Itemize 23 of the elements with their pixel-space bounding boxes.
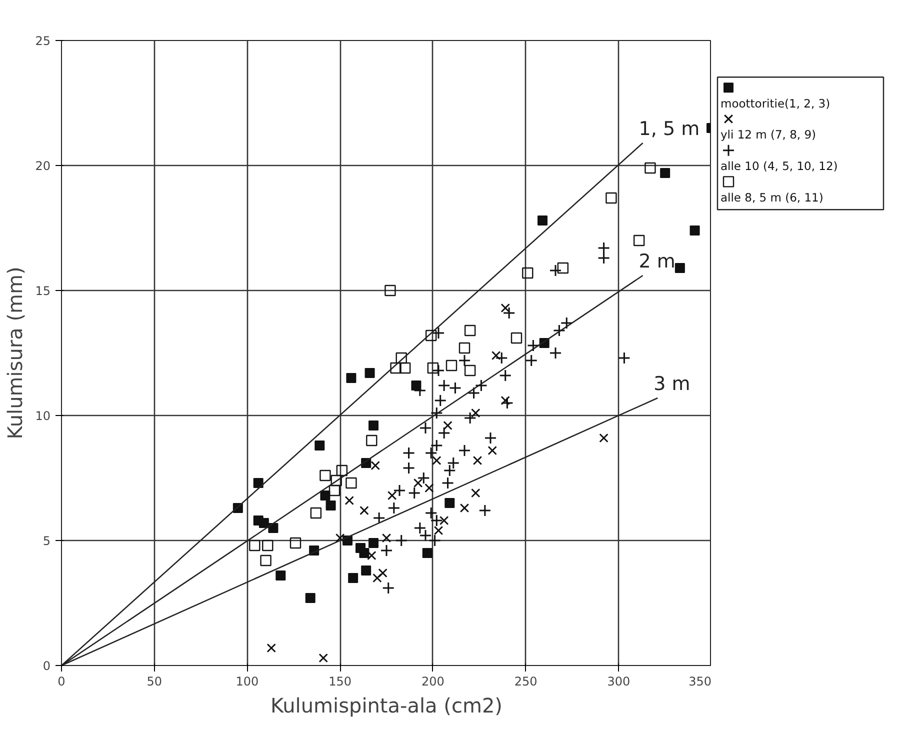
legend-label: alle 8, 5 m (6, 11) xyxy=(720,190,824,204)
legend-label: alle 10 (4, 5, 10, 12) xyxy=(720,159,838,174)
y-tick-label: 10 xyxy=(35,409,51,423)
legend-label: yli 12 m (7, 8, 9) xyxy=(720,128,816,142)
x-axis-title: Kulumispinta-ala (cm2) xyxy=(270,694,502,718)
series-label: 1, 5 m xyxy=(638,118,700,140)
y-tick-label: 20 xyxy=(35,159,51,173)
y-tick-label: 25 xyxy=(35,34,51,48)
series-label: 2 m xyxy=(638,250,676,272)
x-tick-label: 100 xyxy=(236,674,259,688)
y-tick-label: 5 xyxy=(42,534,51,548)
x-tick-label: 200 xyxy=(421,674,444,688)
y-axis-title: Kulumisura (mm) xyxy=(3,266,28,440)
y-tick-label: 0 xyxy=(42,659,51,673)
y-tick-label: 15 xyxy=(35,284,51,298)
x-tick-label: 250 xyxy=(514,674,538,688)
x-tick-label: 0 xyxy=(58,674,66,688)
x-tick-label: 50 xyxy=(146,674,162,688)
x-tick-label: 350 xyxy=(688,674,712,688)
series-label: 3 m xyxy=(654,373,690,395)
x-tick-label: 150 xyxy=(328,674,352,688)
x-tick-label: 300 xyxy=(607,674,630,688)
legend-label: moottoritie(1, 2, 3) xyxy=(720,96,830,110)
